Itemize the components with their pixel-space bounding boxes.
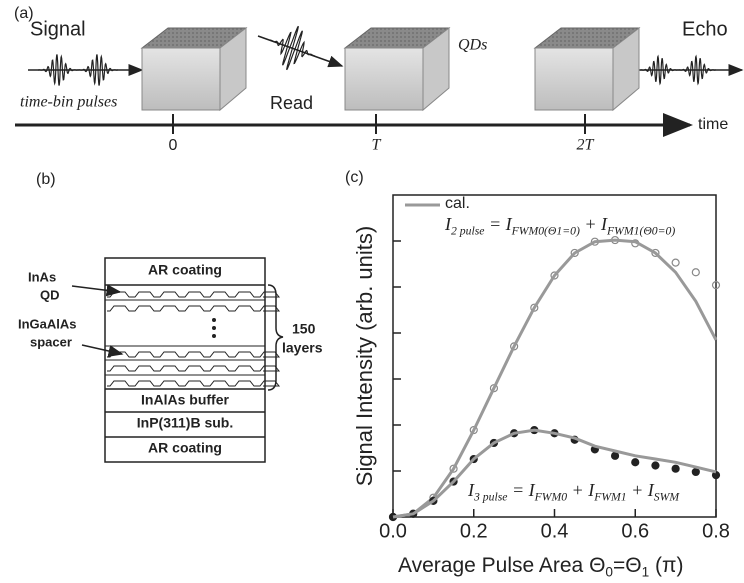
- data-point: [510, 342, 519, 351]
- x-tick-label: 0.8: [702, 520, 730, 542]
- data-point: [610, 451, 620, 460]
- layer: AR coating: [148, 440, 222, 456]
- equation-part: FWM1(Θ0=0): [606, 224, 675, 237]
- x-axis-label: Average Pulse Area Θ0=Θ1 (π): [398, 554, 684, 579]
- layer: AR coating: [148, 262, 222, 278]
- x-axis-label-part: Average Pulse Area Θ: [398, 554, 605, 577]
- equation-part: + I: [627, 480, 655, 500]
- qd-layer: [107, 380, 281, 387]
- equation-part: FWM0: [534, 490, 568, 503]
- plot-frame: [392, 194, 717, 518]
- panel-label: (c): [345, 169, 364, 186]
- data-point: [469, 425, 478, 435]
- panel-c: (c) Signal Intensity (arb. units) 0.0 0.2…: [345, 169, 730, 579]
- signal-label: Signal: [30, 18, 86, 40]
- x-axis-label-part: 1: [642, 564, 650, 579]
- layer: InP(311)B sub.: [137, 415, 233, 431]
- equation-part: SWM: [654, 490, 681, 503]
- qd-layer: [107, 291, 281, 298]
- block-front: [344, 47, 424, 111]
- legend-label: cal.: [445, 195, 470, 212]
- x-axis-label-part: 0: [605, 564, 613, 579]
- equation-part: I: [444, 214, 452, 234]
- block-front: [534, 47, 614, 111]
- qd-arrow: [71, 284, 122, 297]
- equation-part: FWM1: [593, 490, 626, 503]
- data-point: [691, 467, 700, 477]
- pulses-label: time-bin pulses: [20, 94, 117, 111]
- qd-layer: [107, 351, 281, 358]
- panel-label: (b): [36, 171, 56, 188]
- dot: [212, 318, 216, 322]
- qd-label: InAs: [28, 269, 56, 284]
- wave-packet: [78, 54, 118, 86]
- data-point: [691, 268, 700, 277]
- series-line: [392, 238, 718, 519]
- equation-part: + I: [580, 214, 608, 234]
- qd-label: QD: [40, 287, 60, 302]
- series-line: [392, 428, 717, 519]
- layer: InAlAs buffer: [141, 392, 229, 408]
- timeline-label: T: [372, 137, 382, 154]
- wave-packet: [38, 54, 78, 86]
- wave-packet: [640, 54, 678, 86]
- data-point: [651, 248, 660, 258]
- panel-label: (a): [14, 5, 34, 22]
- timeline-label: 2T: [577, 137, 595, 154]
- equation-part: = I: [484, 214, 512, 234]
- qd-layer: [107, 365, 281, 372]
- qds-label: QDs: [458, 37, 487, 54]
- read-pulse: [269, 25, 316, 71]
- time-label: time: [698, 116, 728, 133]
- read-label: Read: [270, 93, 313, 113]
- data-point: [449, 464, 458, 473]
- equation-part: I: [467, 480, 475, 500]
- data-point: [530, 303, 539, 312]
- equation-part: 2 pulse: [451, 224, 484, 237]
- echo-label: Echo: [682, 18, 728, 40]
- data-point: [671, 258, 680, 267]
- equation-part: = I: [507, 480, 535, 500]
- x-axis-label-part: =Θ: [613, 554, 642, 577]
- equation-part: + I: [567, 480, 595, 500]
- count-label: 150: [292, 321, 316, 337]
- data-point: [631, 458, 640, 467]
- data-point: [651, 461, 660, 470]
- data-point: [711, 281, 721, 290]
- spacer-label: spacer: [30, 334, 72, 349]
- count-label: layers: [282, 340, 323, 356]
- x-tick-label: 0.6: [621, 520, 649, 542]
- wave-packet: [678, 54, 716, 86]
- data-point: [671, 464, 680, 473]
- qd-layer: [107, 305, 281, 312]
- x-axis-label-part: (π): [649, 554, 683, 577]
- equation-part: FWM0(Θ1=0): [511, 224, 580, 237]
- equation: I3 pulse = IFWM0 + IFWM1 + ISWM: [467, 480, 680, 503]
- data-point: [570, 248, 579, 258]
- x-tick-label: 0.0: [379, 520, 407, 542]
- dot: [212, 334, 216, 338]
- x-tick-label: 0.2: [460, 520, 488, 542]
- equation-part: 3 pulse: [473, 490, 507, 503]
- brace: [267, 284, 284, 391]
- equation: I2 pulse = IFWM0(Θ1=0) + IFWM1(Θ0=0): [444, 214, 675, 237]
- data-point: [550, 271, 559, 280]
- block-front: [141, 47, 221, 111]
- spacer-label: InGaAlAs: [18, 316, 77, 331]
- panel-b: (b) AR coating InAlAs buffer InP(311)B s…: [18, 171, 323, 463]
- x-tick-label: 0.4: [541, 520, 569, 542]
- y-axis-label: Signal Intensity (arb. units): [352, 226, 377, 486]
- timeline-label: 0: [169, 137, 178, 154]
- dot: [212, 326, 216, 330]
- panel-a: (a) Signal time-bin pulses Read QDs Echo…: [14, 5, 744, 154]
